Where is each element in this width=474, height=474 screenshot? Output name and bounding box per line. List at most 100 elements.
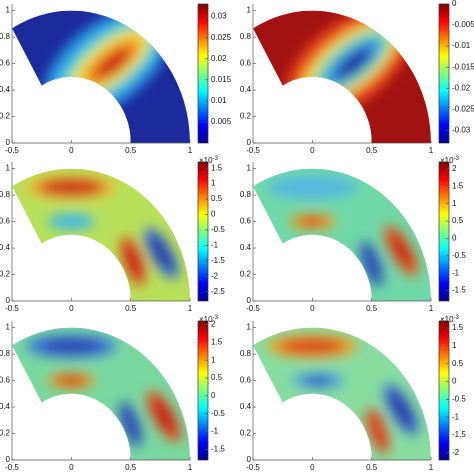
colorbar-tick-label: 0 (211, 210, 216, 219)
colorbar-tick-label: 0.03 (211, 12, 227, 21)
y-tick-label: 0 (6, 455, 11, 464)
y-tick-label: 0.8 (0, 190, 11, 199)
x-tick-label: 0 (69, 146, 74, 155)
field-blob (57, 376, 86, 385)
y-tick-label: 0 (247, 296, 252, 305)
x-tick-label: -0.5 (246, 463, 260, 472)
y-tick-label: 0 (247, 138, 252, 147)
colorbar-tick-label: -1 (452, 268, 460, 277)
y-tick-label: 0.8 (0, 32, 11, 41)
field-blob (38, 179, 105, 196)
y-tick-label: 0.4 (0, 85, 11, 94)
colorbar-tick-label: 0.5 (211, 194, 223, 203)
colorbar-tick-label: -1 (211, 427, 219, 436)
colorbar-tick-label: -1.5 (211, 444, 225, 453)
y-tick-label: 0.2 (240, 270, 252, 279)
colorbar-tick-label: 1.5 (452, 181, 464, 190)
y-tick-label: 0 (6, 296, 11, 305)
colorbar-tick-label: 0.005 (211, 117, 232, 126)
colorbar-tick-label: -0.025 (452, 104, 474, 113)
field-pattern (26, 175, 179, 287)
colorbar-tick-label: -0.03 (452, 125, 471, 134)
colorbar-tick-label: 0.025 (211, 33, 232, 42)
multiplier-base: ×10 (440, 156, 454, 165)
colorbar-tick-label: -1.5 (211, 256, 225, 265)
y-tick-label: 0.8 (240, 349, 252, 358)
x-tick-label: 0.5 (125, 146, 137, 155)
field-background (253, 327, 431, 460)
colorbar-tick-label: -2 (452, 448, 460, 457)
field-blob (40, 339, 103, 353)
field-background (12, 168, 190, 301)
colorbar-tick-label: 0.5 (452, 216, 464, 225)
colorbar-tick-label: 1 (452, 199, 457, 208)
colorbar-tick-label: 1.5 (211, 337, 223, 346)
x-tick-label: 1 (188, 146, 193, 155)
field (12, 168, 190, 301)
y-tick-label: 0.6 (0, 376, 11, 385)
field-blob (124, 243, 142, 279)
y-tick-label: 0.2 (240, 112, 252, 121)
field-background (253, 168, 431, 301)
y-tick-label: 0.6 (240, 217, 252, 226)
colorbar-tick-label: -1.5 (452, 430, 466, 439)
multiplier-base: ×10 (440, 315, 454, 324)
colorbar-tick-label: -0.005 (452, 20, 474, 29)
x-tick-label: 0 (69, 463, 74, 472)
y-tick-label: 1 (247, 323, 252, 332)
field-pattern (267, 175, 419, 287)
colorbar (438, 3, 450, 144)
field-blob (390, 392, 413, 428)
y-tick-label: 1 (6, 164, 11, 173)
field-blob (267, 175, 358, 200)
colorbar-tick-label: 0 (452, 0, 457, 8)
colorbar-tick-label: 0.02 (211, 54, 227, 63)
y-tick-label: 0 (6, 138, 11, 147)
colorbar-tick-label: 0 (452, 234, 457, 243)
y-tick-label: 0.8 (0, 349, 11, 358)
colorbar-tick-label: -0.02 (452, 83, 471, 92)
y-tick-label: 0.4 (240, 243, 252, 252)
x-tick-label: -0.5 (246, 304, 260, 313)
field-blob (119, 401, 142, 447)
colorbar-tick-label: 0 (452, 377, 457, 386)
colorbar-tick-label: 1.5 (452, 323, 464, 332)
field-blob (150, 235, 173, 271)
y-tick-label: 0.6 (240, 59, 252, 68)
x-tick-label: 0 (69, 304, 74, 313)
field-blob (47, 213, 96, 230)
colorbar-tick-label: -1 (452, 412, 460, 421)
multiplier-base: ×10 (199, 315, 213, 324)
y-tick-label: 0.4 (240, 85, 252, 94)
multiplier-exponent: -3 (213, 156, 219, 162)
field (12, 10, 190, 143)
y-tick-label: 1 (6, 6, 11, 15)
colorbar-tick-label: 2 (211, 320, 216, 329)
colorbar (438, 320, 450, 461)
colorbar-tick-label: -0.015 (452, 62, 474, 71)
y-tick-label: 0.8 (240, 190, 252, 199)
colorbar-tick-label: -0.5 (452, 395, 466, 404)
colorbar-tick-label: 1 (452, 341, 457, 350)
y-tick-label: 0.8 (240, 32, 252, 41)
colorbar-tick-label: 1 (211, 355, 216, 364)
y-tick-label: 1 (247, 164, 252, 173)
x-tick-label: 0.5 (125, 304, 137, 313)
field-blob (390, 233, 413, 269)
field (253, 10, 431, 143)
colorbar-tick-label: -2 (211, 271, 219, 280)
colorbar-tick-label: 0 (211, 391, 216, 400)
field-pattern (26, 334, 182, 447)
y-tick-label: 0.2 (0, 270, 11, 279)
y-tick-label: 0.2 (0, 112, 11, 121)
y-tick-label: 1 (6, 323, 11, 332)
colorbar-multiplier: ×10-3 (440, 156, 460, 166)
colorbar-multiplier: ×10-3 (440, 315, 460, 325)
y-tick-label: 0.4 (240, 402, 252, 411)
colorbar-tick-label: -0.5 (211, 409, 225, 418)
colorbar-tick-label: 0.5 (211, 373, 223, 382)
field-blob (336, 49, 372, 79)
y-tick-label: 0.4 (0, 243, 11, 252)
field (253, 168, 431, 301)
colorbar (438, 161, 450, 302)
